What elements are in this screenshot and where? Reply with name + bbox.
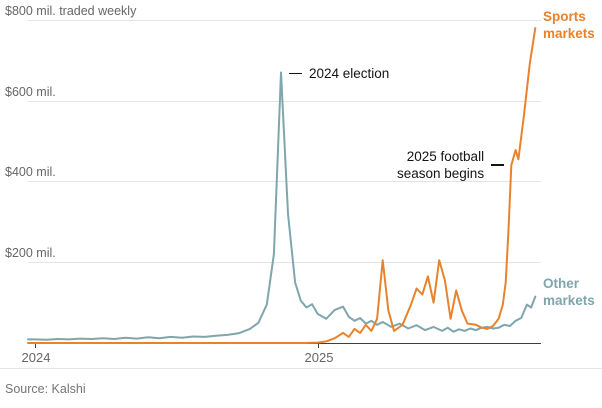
annotation-election-label: 2024 election (309, 66, 390, 81)
x-tick-label-2025: 2025 (304, 350, 334, 365)
annotation-2025-football: 2025 football season begins (397, 148, 505, 182)
gridline-600 (28, 101, 541, 102)
y-tick-label-600: $600 mil. (5, 85, 56, 99)
legend-sports-markets: Sports markets (543, 9, 595, 41)
source-credit: Source: Kalshi (5, 382, 86, 396)
annotation-football-line-2: season begins (397, 166, 485, 181)
annotation-connector-line (289, 72, 302, 75)
annotation-football-line-1: 2025 football (406, 149, 485, 164)
gridline-800 (28, 20, 541, 21)
legend-other-markets: Other markets (543, 276, 595, 308)
y-tick-label-800: $800 mil. traded weekly (5, 4, 137, 18)
annotation-2024-election: 2024 election (289, 66, 389, 81)
annotation-connector-line (491, 164, 505, 166)
line-other-markets (27, 71, 537, 341)
x-tick-2024 (35, 343, 36, 348)
x-axis-line (28, 343, 541, 344)
line-sports-markets (27, 27, 537, 344)
x-tick-label-2024: 2024 (21, 350, 51, 365)
annotation-football-label: 2025 football season begins (397, 148, 484, 182)
x-tick-2025 (318, 343, 319, 348)
gridline-200 (28, 262, 541, 263)
footer-divider (0, 368, 602, 369)
y-tick-label-200: $200 mil. (5, 246, 56, 260)
y-tick-label-400: $400 mil. (5, 165, 56, 179)
